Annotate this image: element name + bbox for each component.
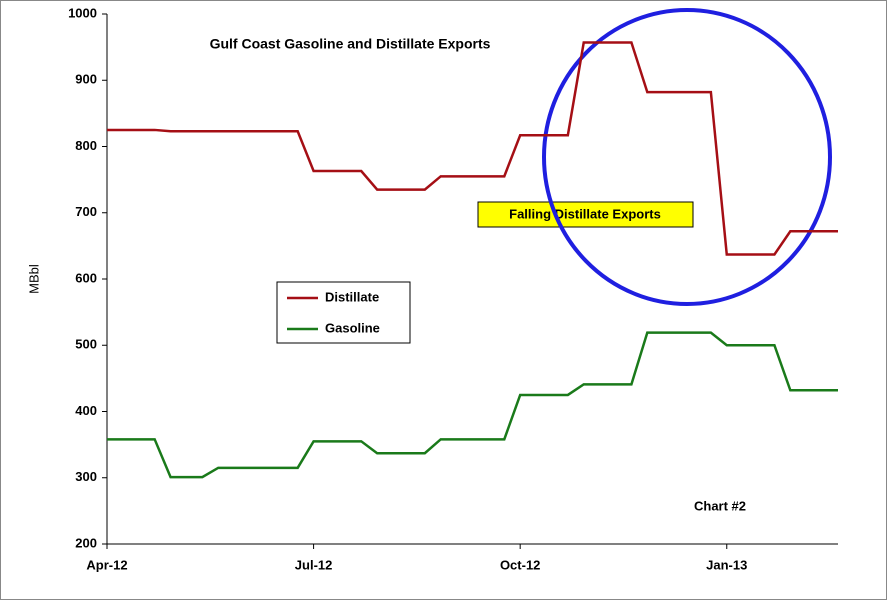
legend-label: Distillate	[325, 289, 379, 304]
annotation: Chart #2	[694, 498, 746, 513]
y-tick-label: 1000	[68, 5, 97, 20]
chart-title: Gulf Coast Gasoline and Distillate Expor…	[210, 36, 491, 52]
y-tick-label: 900	[75, 72, 97, 87]
y-tick-label: 500	[75, 337, 97, 352]
series-line	[107, 41, 838, 256]
highlight-circle	[542, 8, 832, 306]
legend-box	[276, 281, 411, 344]
annotation: Falling Distillate Exports	[509, 206, 661, 221]
y-axis-label: MBbl	[26, 264, 41, 294]
y-tick-label: 300	[75, 469, 97, 484]
y-tick-label: 200	[75, 535, 97, 550]
annotation-box	[477, 201, 694, 228]
x-tick-label: Jul-12	[295, 557, 333, 572]
y-tick-label: 800	[75, 138, 97, 153]
y-tick-label: 400	[75, 403, 97, 418]
x-tick-label: Jan-13	[706, 557, 747, 572]
y-tick-label: 700	[75, 204, 97, 219]
y-tick-label: 600	[75, 270, 97, 285]
legend-label: Gasoline	[325, 320, 380, 335]
x-tick-label: Apr-12	[86, 557, 127, 572]
series-line	[107, 331, 838, 479]
x-tick-label: Oct-12	[500, 557, 540, 572]
